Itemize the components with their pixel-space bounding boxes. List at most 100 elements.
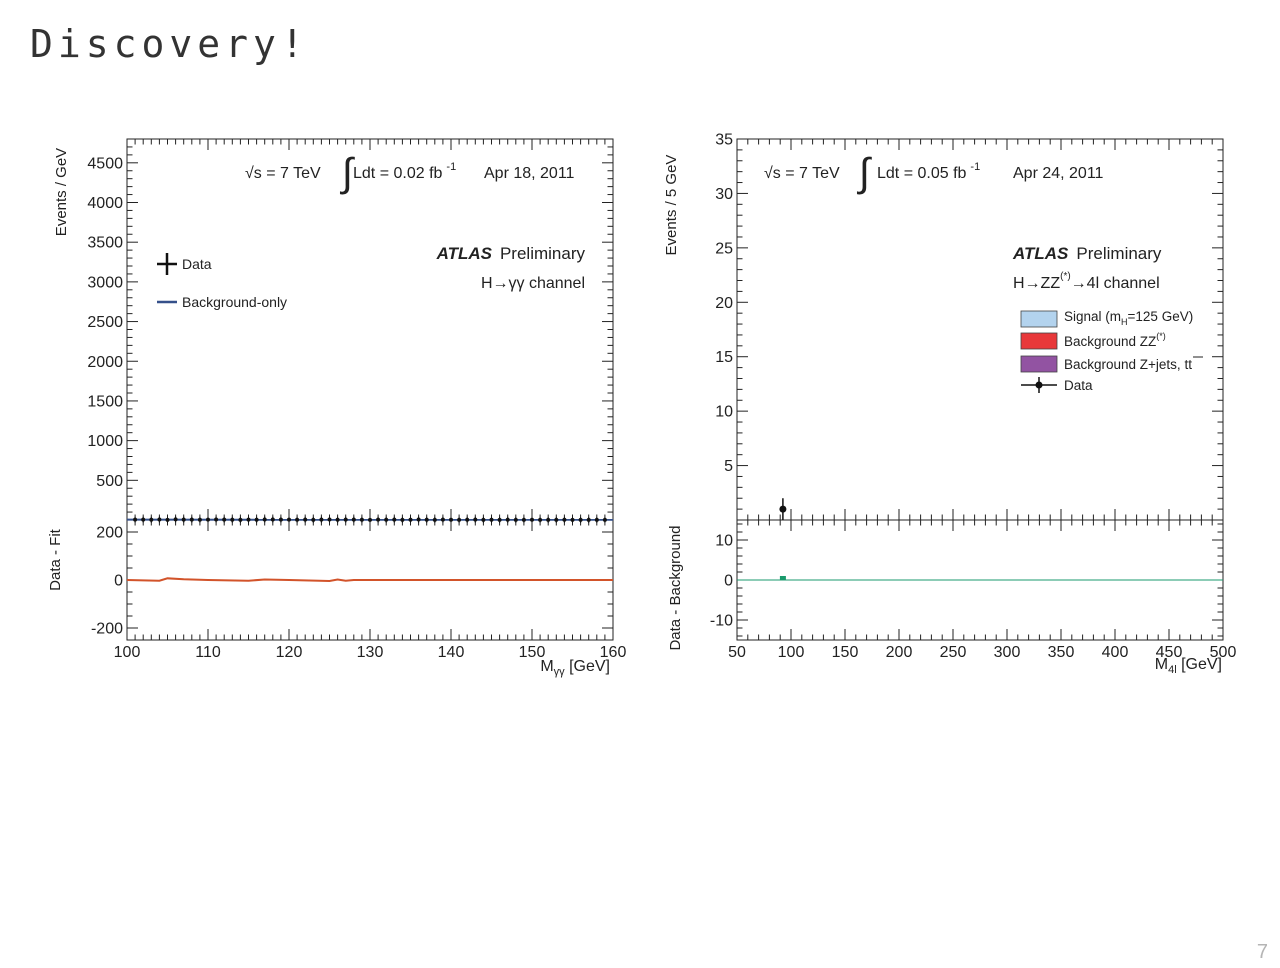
data-point — [214, 517, 219, 522]
data-point — [335, 517, 340, 522]
x-tick-labels-right: 50 100 150 200 250 300 350 400 450 500 — [728, 644, 1236, 661]
x-axis-label-right: M4l [GeV] — [1155, 656, 1222, 676]
legend-data-label-left: Data — [182, 256, 212, 272]
y-tick-labels-left: 500 1000 1500 2000 2500 3000 3500 4000 4500 — [87, 155, 123, 490]
data-point — [457, 517, 462, 522]
x-tick-label: 200 — [886, 644, 913, 661]
legend-right: Signal (mH=125 GeV) Background ZZ(*) Bac… — [1020, 309, 1203, 393]
x-tick-label: 160 — [600, 644, 627, 661]
x-tick-labels-left: 100 110 120 130 140 150 160 — [114, 644, 627, 661]
legend-background-label: Background-only — [182, 294, 287, 310]
x-tick-label: 350 — [1048, 644, 1075, 661]
data-point — [295, 517, 300, 522]
data-point — [505, 517, 510, 522]
channel-label-left: H→γγ channel — [481, 275, 585, 292]
data-point — [311, 517, 316, 522]
data-point — [133, 517, 138, 522]
data-point — [197, 517, 202, 522]
y-axis-label-left: Events / GeV — [53, 148, 70, 236]
data-point — [489, 517, 494, 522]
data-point — [287, 517, 291, 522]
data-point — [262, 517, 267, 522]
data-point — [449, 517, 453, 522]
legend-signal-swatch — [1020, 310, 1058, 328]
ratio-y-tick-label: 10 — [715, 533, 733, 550]
data-point — [165, 517, 170, 522]
y-tick-label: 1500 — [87, 393, 123, 410]
data-point — [481, 517, 486, 522]
y-tick-label: 15 — [715, 349, 733, 366]
x-tick-label: 140 — [438, 644, 465, 661]
ratio-y-tick-label: -200 — [91, 621, 123, 638]
legend-zjets-swatch — [1020, 355, 1058, 373]
data-point — [173, 517, 178, 522]
ratio-y-tick-label: 0 — [724, 573, 733, 590]
data-point — [278, 517, 283, 522]
x-axis-label-left: Mγγ [GeV] — [540, 658, 610, 678]
y-tick-label: 500 — [96, 473, 123, 490]
slide-title: Discovery! — [30, 22, 309, 66]
y-tick-label: 3000 — [87, 274, 123, 291]
data-point — [327, 517, 332, 522]
y-tick-labels-right: 5 10 15 20 25 30 35 — [715, 132, 733, 476]
data-point — [392, 517, 397, 522]
y-tick-label: 30 — [715, 186, 733, 203]
main-frame-left — [126, 138, 614, 521]
data-point — [521, 517, 526, 522]
channel-label-right: H→ZZ(*)→4l channel — [1013, 271, 1160, 292]
date-label-left: Apr 18, 2011 — [484, 165, 575, 182]
y-tick-label: 4000 — [87, 195, 123, 212]
y-tick-label: 2000 — [87, 354, 123, 371]
ratio-y-axis-label-right: Data - Background — [667, 525, 684, 650]
data-point — [779, 505, 787, 513]
x-tick-label: 100 — [778, 644, 805, 661]
y-tick-label: 1000 — [87, 433, 123, 450]
y-tick-label: 35 — [715, 132, 733, 149]
page-number: 7 — [1256, 941, 1268, 963]
ratio-y-axis-label-left: Data - Fit — [47, 528, 64, 591]
x-tick-label: 100 — [114, 644, 141, 661]
y-tick-label: 25 — [715, 240, 733, 257]
x-tick-label: 400 — [1102, 644, 1129, 661]
data-point — [222, 517, 227, 522]
data-point — [497, 517, 502, 522]
x-tick-label: 130 — [357, 644, 384, 661]
data-point — [157, 517, 162, 522]
x-tick-label: 450 — [1156, 644, 1183, 661]
data-point — [594, 517, 599, 522]
y-tick-label: 3500 — [87, 235, 123, 252]
chart-hzz: 5 10 15 20 25 30 35 -10 0 10 50 100 150 200 250 300 35… — [663, 132, 1236, 677]
marks-left — [126, 516, 614, 582]
y-tick-label: 5 — [724, 458, 733, 475]
energy-label-left: √s = 7 TeV — [245, 165, 321, 182]
x-tick-label: 150 — [832, 644, 859, 661]
data-point — [578, 517, 583, 522]
data-point — [465, 517, 470, 522]
data-point — [562, 517, 567, 522]
x-tick-label: 120 — [276, 644, 303, 661]
residual-line — [126, 577, 613, 582]
data-point — [343, 517, 348, 522]
energy-label-right: √s = 7 TeV — [764, 165, 840, 182]
main-frame-right — [736, 138, 1224, 521]
data-point — [206, 517, 210, 522]
date-label-right: Apr 24, 2011 — [1013, 165, 1104, 182]
data-point — [270, 517, 275, 522]
residual-bar — [779, 576, 786, 580]
y-axis-label-right: Events / 5 GeV — [663, 155, 680, 256]
ratio-y-tick-label: 0 — [114, 573, 123, 590]
data-point — [141, 517, 146, 522]
data-point — [538, 517, 543, 522]
data-point — [254, 517, 259, 522]
y-tick-label: 20 — [715, 295, 733, 312]
data-point — [230, 517, 235, 522]
ratio-y-tick-labels-right: -10 0 10 — [710, 533, 733, 630]
x-tick-label: 110 — [195, 644, 221, 661]
ratio-y-tick-label: 200 — [96, 525, 123, 542]
legend-signal-label: Signal (mH=125 GeV) — [1064, 309, 1193, 327]
lumi-label-right: Ldt = 0.05 fb -1 — [877, 161, 980, 182]
y-tick-label: 10 — [715, 404, 733, 421]
integral-icon: ∫ — [857, 151, 873, 195]
data-point — [400, 517, 405, 522]
